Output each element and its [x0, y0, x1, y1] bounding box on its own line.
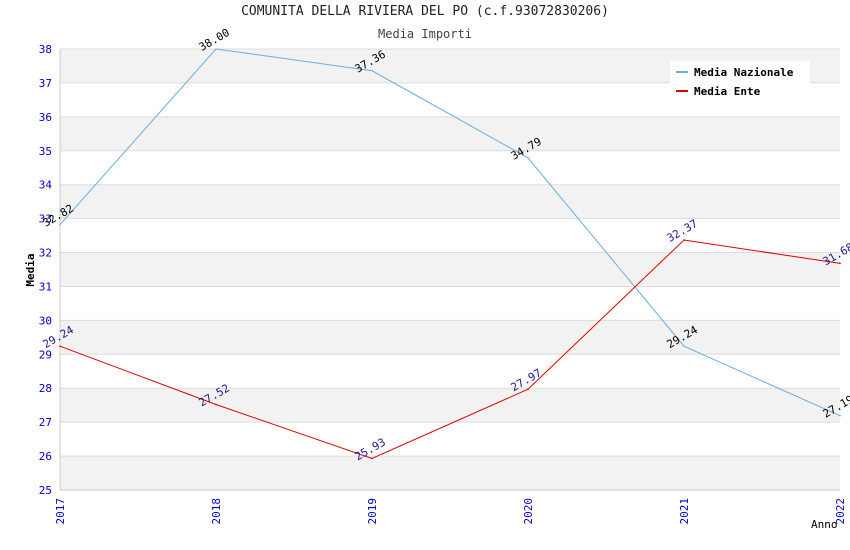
- data-point: [215, 403, 217, 406]
- y-tick-label: 25: [39, 484, 52, 497]
- series-lines: [59, 48, 841, 460]
- data-point: [215, 48, 217, 50]
- data-label: 32.82: [41, 202, 76, 230]
- legend: Media Nazionale Media Ente: [670, 61, 810, 101]
- plot-band: [60, 252, 840, 287]
- plot-band: [60, 184, 840, 219]
- data-point: [59, 345, 61, 347]
- x-axis-title: Anno: [811, 518, 838, 531]
- x-tick-label: 2019: [366, 498, 379, 525]
- data-point: [839, 262, 841, 265]
- y-tick-label: 33: [39, 213, 52, 226]
- data-point: [371, 69, 373, 72]
- data-point: [59, 223, 61, 226]
- plot-background-bands: [60, 49, 840, 490]
- y-tick-label: 31: [39, 280, 52, 293]
- x-tick-label: 2022: [834, 498, 847, 525]
- data-point: [371, 457, 373, 460]
- data-label: 32.37: [665, 217, 700, 245]
- x-tick-label: 2018: [210, 498, 223, 525]
- y-tick-label: 29: [39, 348, 52, 361]
- data-point: [683, 239, 685, 241]
- series-line-media-ente: [59, 239, 841, 459]
- plot-band: [60, 388, 840, 423]
- y-tick-label: 28: [39, 382, 52, 395]
- chart-title: COMUNITA DELLA RIVIERA DEL PO (c.f.93072…: [241, 4, 609, 19]
- legend-label: Media Ente: [694, 85, 761, 98]
- x-tick-label: 2021: [678, 498, 691, 525]
- data-point: [839, 414, 841, 417]
- y-axis-title: Media: [24, 253, 37, 286]
- y-tick-label: 35: [39, 145, 52, 158]
- chart-subtitle: Media Importi: [378, 27, 472, 41]
- y-tick-label: 32: [39, 247, 52, 260]
- x-tick-label: 2017: [54, 498, 67, 525]
- y-tick-label: 34: [39, 179, 53, 192]
- x-axis-ticks: 2017 2018 2019 2020 2021 2022: [54, 498, 847, 525]
- data-point: [683, 345, 685, 347]
- plot-band: [60, 320, 840, 355]
- y-tick-label: 27: [39, 416, 52, 429]
- y-tick-label: 36: [39, 111, 52, 124]
- plot-axes: [59, 49, 840, 491]
- legend-label: Media Nazionale: [694, 66, 794, 79]
- x-tick-label: 2020: [522, 498, 535, 525]
- y-tick-label: 37: [39, 77, 52, 90]
- series-line-media-nazionale: [59, 48, 841, 417]
- legend-box: [670, 61, 810, 101]
- data-point: [527, 388, 529, 391]
- plot-band: [60, 456, 840, 490]
- y-tick-label: 30: [39, 314, 52, 327]
- y-axis-ticks: 25 26 27 28 29 30 31 32 33 34 35 36 37 38: [39, 43, 53, 497]
- y-tick-label: 26: [39, 450, 52, 463]
- data-point: [527, 157, 529, 159]
- plot-band: [60, 116, 840, 151]
- y-tick-label: 38: [39, 43, 52, 56]
